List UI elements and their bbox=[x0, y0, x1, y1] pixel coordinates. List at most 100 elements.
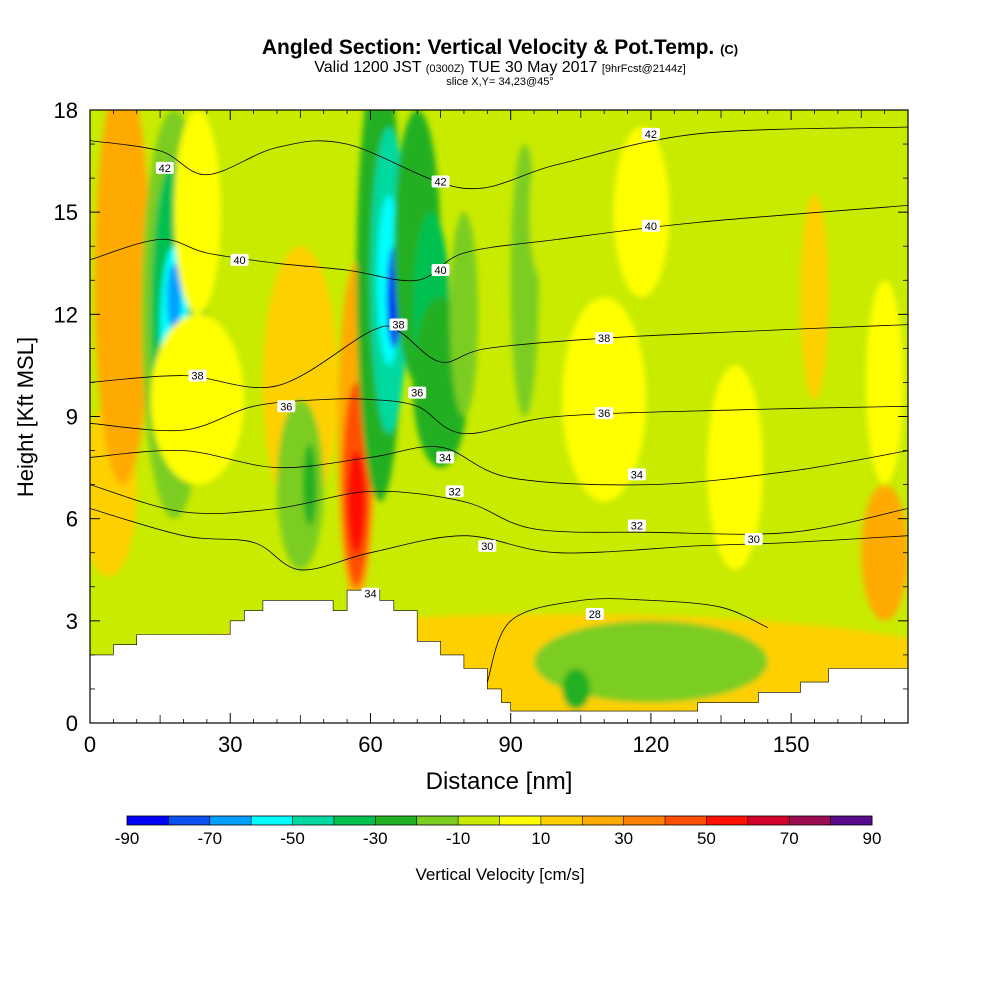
colorbar-swatch bbox=[251, 816, 294, 825]
contour-label-text: 36 bbox=[280, 401, 292, 413]
velocity-cell bbox=[174, 110, 221, 315]
velocity-cell bbox=[707, 365, 764, 570]
contour-label-text: 42 bbox=[159, 163, 171, 175]
colorbar-tick-label: 90 bbox=[863, 829, 882, 848]
contour-label: 42 bbox=[155, 161, 174, 175]
velocity-cell bbox=[276, 399, 324, 570]
valid-utc: (0300Z) bbox=[425, 63, 465, 75]
contour-label-text: 34 bbox=[439, 452, 451, 464]
contour-label: 30 bbox=[744, 533, 763, 546]
terrain-mask bbox=[90, 589, 908, 723]
contour-label-text: 34 bbox=[364, 589, 376, 601]
theta-contour-line bbox=[90, 484, 908, 535]
contour-label-text: 36 bbox=[411, 388, 423, 400]
colorbar-swatch bbox=[168, 816, 211, 825]
colorbar-swatch bbox=[209, 816, 252, 825]
plot-area: 42 42 42 40 40 40 38 38 38 36 36 36 34 34 34 32 32 30 30 28 bbox=[90, 110, 908, 723]
colorbar-tick-label: 50 bbox=[697, 829, 716, 848]
colorbar-swatch bbox=[665, 816, 707, 825]
colorbar-swatch bbox=[623, 816, 666, 825]
y-tick-label: 9 bbox=[66, 405, 78, 430]
velocity-cell bbox=[449, 212, 478, 417]
colorbar-swatch bbox=[747, 816, 790, 825]
colorbar-swatch bbox=[458, 816, 500, 825]
valid-date: TUE 30 May 2017 bbox=[468, 59, 598, 76]
colorbar-swatch bbox=[540, 816, 583, 825]
contour-label: 42 bbox=[431, 175, 450, 189]
x-tick-label: 0 bbox=[84, 732, 96, 757]
y-tick-label: 3 bbox=[66, 609, 78, 634]
contour-labels: 42 42 42 40 40 40 38 38 38 36 36 36 34 34 34 32 32 30 30 28 bbox=[155, 127, 763, 621]
colorbar-tick-label: 30 bbox=[614, 829, 633, 848]
contour-label-text: 40 bbox=[233, 255, 245, 267]
contour-label: 34 bbox=[361, 587, 380, 601]
contour-label: 34 bbox=[627, 468, 646, 481]
contour-label: 28 bbox=[585, 608, 604, 621]
velocity-cell bbox=[534, 620, 768, 703]
theta-contour-line bbox=[90, 398, 908, 434]
x-tick-label: 150 bbox=[773, 732, 810, 757]
contour-label-text: 28 bbox=[589, 609, 601, 621]
theta-contour-line bbox=[90, 324, 908, 389]
colorbar-swatch bbox=[127, 816, 169, 825]
contour-label-text: 32 bbox=[448, 486, 460, 498]
theta-contour-line bbox=[90, 205, 908, 282]
y-tick-label: 0 bbox=[66, 711, 78, 736]
velocity-cell bbox=[800, 195, 829, 400]
chart-title-unit: (C) bbox=[720, 42, 739, 57]
contour-label: 32 bbox=[445, 485, 464, 498]
forecast-label: [9hrFcst@2144z] bbox=[601, 63, 686, 75]
contour-label-text: 30 bbox=[481, 541, 493, 553]
colorbar-swatch bbox=[789, 816, 832, 825]
colorbar-tick-label: -50 bbox=[280, 829, 305, 848]
contour-label: 40 bbox=[431, 264, 450, 277]
contour-label-text: 38 bbox=[598, 333, 610, 345]
contour-label: 40 bbox=[641, 219, 660, 233]
x-tick-label: 30 bbox=[218, 732, 242, 757]
contour-label-text: 38 bbox=[191, 371, 203, 383]
contour-label: 36 bbox=[408, 386, 427, 400]
velocity-cell bbox=[562, 668, 591, 710]
chart-title: Angled Section: Vertical Velocity & Pot.… bbox=[0, 36, 1000, 60]
contour-label: 34 bbox=[436, 451, 455, 464]
contour-label: 36 bbox=[277, 400, 296, 413]
x-tick-label: 60 bbox=[358, 732, 382, 757]
colorbar-swatch bbox=[706, 816, 749, 825]
velocity-cell bbox=[562, 297, 647, 502]
contour-label: 38 bbox=[389, 318, 408, 332]
colorbar-swatch bbox=[292, 816, 335, 825]
theta-contour-line bbox=[90, 446, 908, 486]
y-tick-label: 6 bbox=[66, 507, 78, 532]
velocity-cell bbox=[94, 110, 151, 485]
contour-label-text: 42 bbox=[645, 129, 657, 141]
contour-label-text: 42 bbox=[434, 177, 446, 189]
valid-prefix: Valid 1200 JST bbox=[314, 59, 422, 76]
contour-label: 38 bbox=[188, 369, 207, 383]
contour-label-text: 36 bbox=[598, 408, 610, 420]
velocity-cell bbox=[861, 484, 908, 621]
theta-contour-line bbox=[90, 126, 908, 190]
colorbar-swatch bbox=[375, 816, 418, 825]
colorbar-swatch bbox=[333, 816, 376, 825]
y-tick-label: 18 bbox=[54, 98, 78, 123]
colorbar-swatch bbox=[582, 816, 625, 825]
contour-label-text: 30 bbox=[748, 534, 760, 546]
contour-label: 32 bbox=[627, 519, 646, 532]
slice-label: slice X,Y= 34,23@45° bbox=[446, 76, 554, 88]
x-tick-label: 90 bbox=[498, 732, 522, 757]
colorbar: -90 -70 -50 -30 -10 10 30 50 70 90 bbox=[115, 815, 882, 848]
contour-label: 38 bbox=[595, 332, 614, 345]
contour-label-text: 40 bbox=[434, 265, 446, 277]
colorbar-swatch bbox=[499, 816, 542, 825]
contour-label: 40 bbox=[230, 253, 249, 267]
velocity-cell bbox=[302, 443, 317, 526]
contour-label-text: 40 bbox=[645, 221, 657, 233]
colorbar-swatch bbox=[830, 816, 873, 825]
velocity-cell bbox=[167, 263, 182, 332]
velocity-cell bbox=[865, 280, 904, 485]
velocity-cell bbox=[347, 450, 366, 553]
chart-subtitle: Valid 1200 JST (0300Z) TUE 30 May 2017 [… bbox=[0, 59, 1000, 77]
y-tick-label: 15 bbox=[54, 200, 78, 225]
